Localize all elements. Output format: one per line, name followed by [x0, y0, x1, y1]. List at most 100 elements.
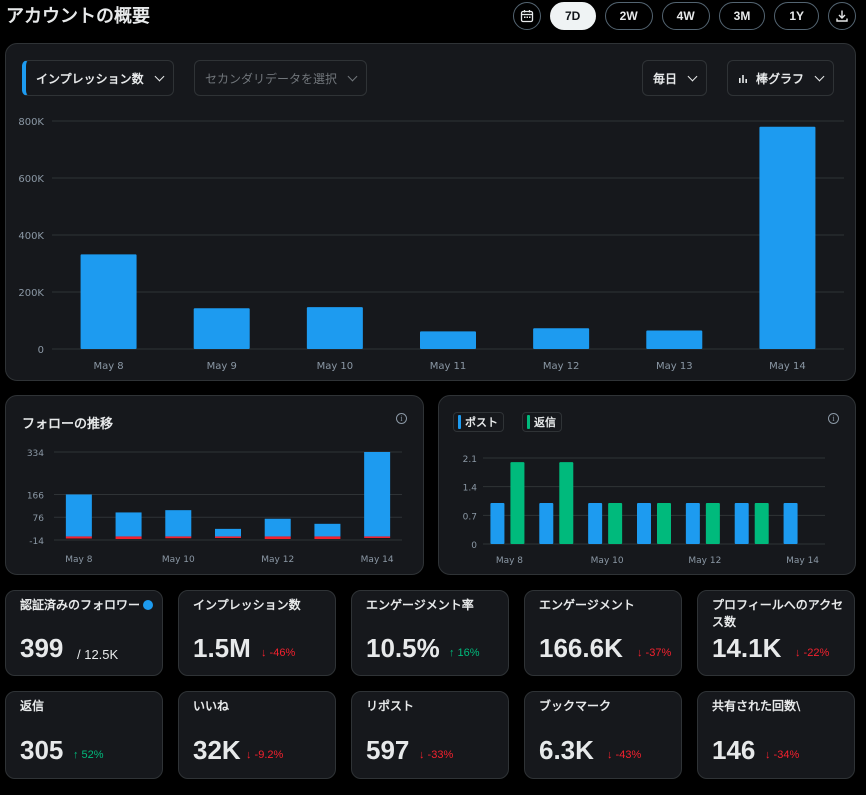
bar [80, 254, 137, 349]
metric-label-text: 認証済みのフォロワー [20, 598, 141, 612]
metric-change: ↓ -9.2% [246, 749, 284, 761]
info-icon[interactable]: i [396, 413, 407, 424]
engagements-card[interactable]: エンゲージメント 166.6K ↓ -37% [524, 590, 682, 676]
likes-card[interactable]: いいね 32K ↓ -9.2% [178, 691, 336, 779]
secondary-metric-dropdown[interactable]: セカンダリデータを選択 [194, 60, 368, 96]
unfollow-bar [115, 536, 142, 539]
range-2w-button[interactable]: 2W [604, 2, 653, 30]
x-tick-label: May 11 [430, 361, 467, 372]
x-tick-label: May 8 [496, 556, 523, 566]
calendar-icon [520, 10, 533, 23]
metric-change: ↓ -34% [765, 749, 800, 761]
unfollow-bar [65, 536, 92, 539]
x-tick-label: May 10 [591, 556, 624, 566]
follow-bar [115, 512, 142, 537]
impressions-card[interactable]: インプレッション数 1.5M ↓ -46% [178, 590, 336, 676]
follow-bar-chart: 334 166 76 -14 May 8 May 10 May 12 May 14 [27, 449, 402, 565]
y-tick-label: 600K [18, 174, 44, 185]
reposts-card[interactable]: リポスト 597 ↓ -33% [351, 691, 509, 779]
bookmarks-card[interactable]: ブックマーク 6.3K ↓ -43% [524, 691, 682, 779]
metric-label: 共有された回数\ [712, 698, 846, 715]
calendar-button[interactable] [512, 2, 541, 30]
replies-card[interactable]: 返信 305 ↑ 52% [5, 691, 163, 779]
range-7d-button[interactable]: 7D [549, 2, 596, 30]
post-bar [588, 503, 603, 544]
bar [306, 307, 363, 349]
impressions-bar-chart: 800K 600K 400K 200K 0 May 8 May 9 May 10 May 11 M… [18, 117, 844, 372]
impressions-chart-panel: インプレッション数 セカンダリデータを選択 毎日 棒グラフ 800K 600K 40… [5, 43, 856, 381]
metric-label-text: エンゲージメント [539, 598, 635, 612]
metric-subvalue: / 12.5K [77, 647, 119, 662]
metric-change: ↓ -43% [607, 749, 642, 761]
post-bar [490, 503, 505, 544]
unfollow-bar [264, 536, 291, 539]
range-1y-button[interactable]: 1Y [774, 2, 819, 30]
metric-change: ↑ 52% [73, 749, 104, 761]
legend-swatch [458, 415, 461, 429]
metric-value: 32K [193, 735, 241, 765]
posts-bar-chart: 2.1 1.4 0.7 0 May 8 May 10 May 12 May 14 [463, 455, 825, 566]
metric-label: プロフィールへのアクセス数 [712, 597, 846, 631]
y-tick-label: 400K [18, 231, 44, 242]
range-4w-button[interactable]: 4W [661, 2, 710, 30]
y-tick-label: 166 [27, 491, 44, 501]
y-tick-label: 200K [18, 288, 44, 299]
metric-label-text: ブックマーク [539, 699, 612, 713]
follow-chart-panel: フォローの推移 i 334 166 76 -14 May 8 May 10 May 12 Ma… [5, 395, 424, 575]
info-icon[interactable]: i [828, 413, 839, 424]
download-icon [836, 10, 848, 22]
download-button[interactable] [828, 2, 856, 30]
range-3m-button[interactable]: 3M [718, 2, 766, 30]
y-tick-label: 0 [471, 541, 477, 551]
follow-chart-title: フォローの推移 [22, 417, 114, 432]
x-tick-label: May 14 [361, 555, 394, 565]
x-tick-label: May 9 [207, 361, 237, 372]
metric-label-text: エンゲージメント率 [366, 598, 474, 612]
legend-replies[interactable]: 返信 [522, 412, 562, 432]
post-bar [685, 503, 700, 544]
metric-change: ↓ -37% [637, 647, 672, 659]
metric-change: ↑ 16% [449, 647, 480, 659]
x-tick-label: May 14 [769, 361, 806, 372]
reply-bar [608, 503, 623, 544]
unfollow-bar [364, 536, 391, 538]
post-bar [783, 503, 798, 544]
chart-type-dropdown[interactable]: 棒グラフ [727, 60, 835, 96]
post-bar [637, 503, 651, 544]
verified-badge-icon [143, 599, 154, 610]
chevron-down-icon [687, 71, 698, 81]
metric-value: 305 [20, 735, 64, 765]
x-tick-label: May 10 [317, 361, 354, 372]
metric-change: ↓ -33% [419, 749, 454, 761]
reply-bar [657, 503, 671, 544]
profile-visits-card[interactable]: プロフィールへのアクセス数 14.1K ↓ -22% [697, 590, 855, 676]
bar [646, 330, 703, 349]
y-tick-label: 1.4 [463, 484, 478, 494]
y-tick-label: 0.7 [463, 512, 477, 522]
y-tick-label: -14 [29, 537, 44, 547]
follow-bar [65, 494, 92, 537]
metric-label-text: 共有された回数\ [712, 699, 801, 713]
posts-chart-panel: ポスト 返信 i 2.1 1.4 0.7 0 May 8 May 10 May 12 May … [438, 395, 856, 575]
metric-label-text: リポスト [366, 699, 415, 713]
bar [193, 308, 250, 349]
legend-posts[interactable]: ポスト [453, 412, 504, 432]
metric-value: 399 [20, 633, 64, 663]
metric-value: 166.6K [539, 633, 623, 663]
metric-value: 14.1K [712, 633, 782, 663]
y-tick-label: 76 [33, 514, 45, 524]
bar [420, 331, 476, 349]
follow-bar [364, 452, 391, 537]
verified-followers-card[interactable]: 認証済みのフォロワー 399 / 12.5K [5, 590, 163, 676]
unfollow-bar [314, 536, 341, 539]
engagement-rate-card[interactable]: エンゲージメント率 10.5% ↑ 16% [351, 590, 509, 676]
bar-chart-icon [739, 75, 747, 83]
chevron-down-icon [347, 71, 358, 81]
metric-label-text: プロフィールへのアクセス数 [712, 598, 844, 629]
shares-card[interactable]: 共有された回数\ 146 ↓ -34% [697, 691, 855, 779]
metric-label: ブックマーク [539, 698, 673, 715]
legend-label: ポスト [465, 416, 498, 429]
interval-dropdown[interactable]: 毎日 [642, 60, 708, 96]
primary-metric-dropdown[interactable]: インプレッション数 [22, 60, 174, 96]
chevron-down-icon [154, 71, 165, 81]
